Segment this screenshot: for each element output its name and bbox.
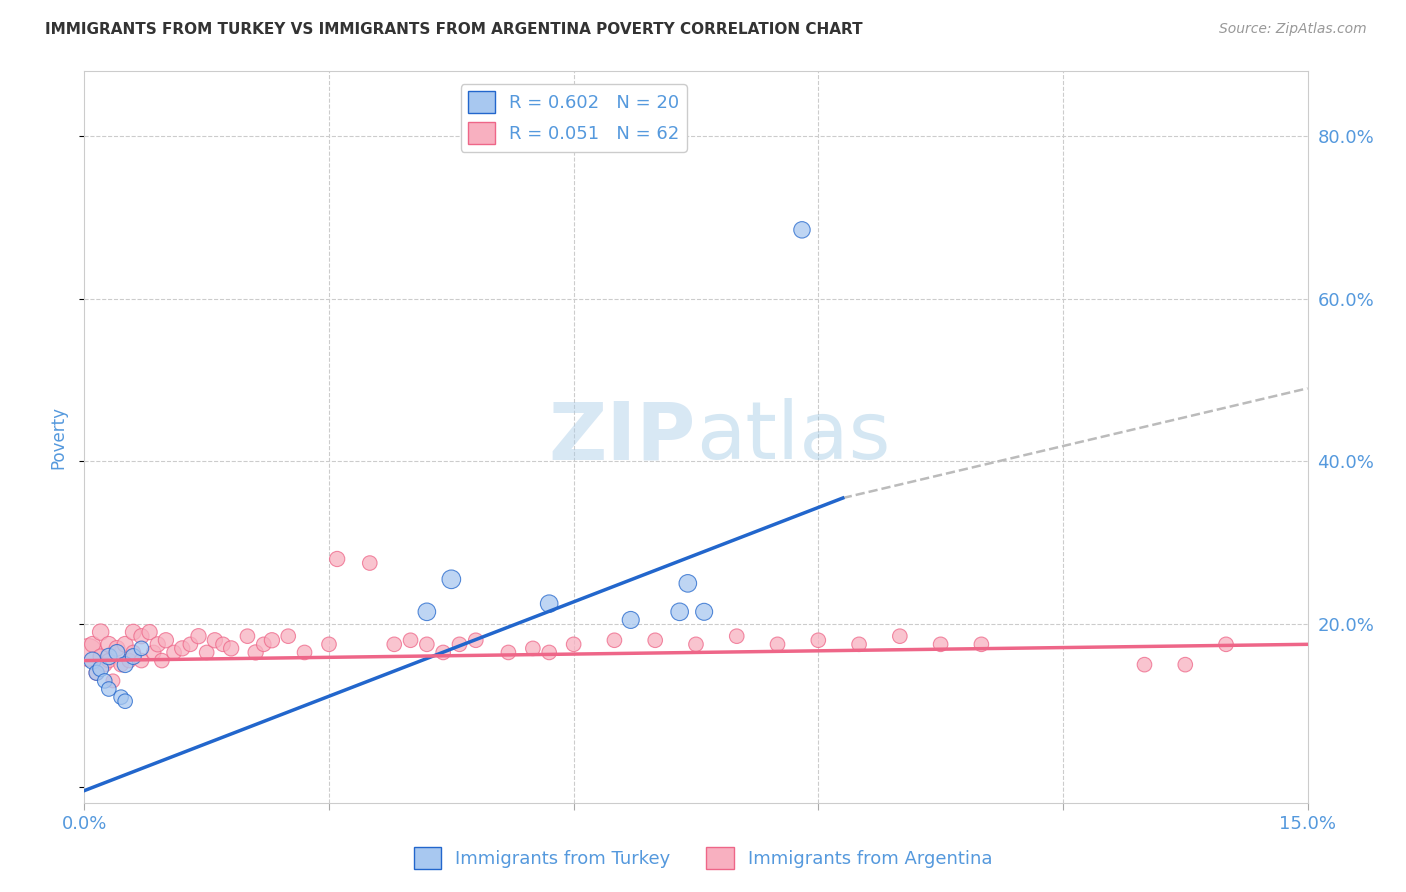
Point [440,572,463,586]
Point [114,694,136,708]
Point [122,645,145,659]
Point [86,665,108,680]
Point [807,633,830,648]
Point [155,633,177,648]
Point [693,605,716,619]
Point [498,645,520,659]
Point [219,641,242,656]
Point [110,657,132,672]
Point [668,605,690,619]
Point [114,657,136,672]
Point [399,633,422,648]
Point [97,681,120,696]
Point [204,633,226,648]
Point [82,637,104,651]
Point [766,637,789,651]
Point [131,654,153,668]
Point [929,637,952,651]
Point [122,649,145,664]
Point [86,665,108,680]
Point [105,641,128,656]
Point [277,629,299,643]
Point [118,654,141,668]
Point [163,645,186,659]
Point [326,552,349,566]
Point [889,629,911,643]
Point [848,637,870,651]
Point [77,645,100,659]
Point [131,629,153,643]
Point [142,645,165,659]
Y-axis label: Poverty: Poverty [49,406,67,468]
Point [114,637,136,651]
Point [90,625,112,640]
Point [97,654,120,668]
Point [1215,637,1237,651]
Point [97,637,120,651]
Legend: R = 0.602   N = 20, R = 0.051   N = 62: R = 0.602 N = 20, R = 0.051 N = 62 [461,84,686,152]
Point [294,645,316,659]
Point [138,625,160,640]
Text: ZIP: ZIP [548,398,696,476]
Point [172,641,194,656]
Point [93,657,115,672]
Point [187,629,209,643]
Legend: Immigrants from Turkey, Immigrants from Argentina: Immigrants from Turkey, Immigrants from … [406,839,1000,876]
Point [236,629,259,643]
Point [685,637,707,651]
Point [432,645,454,659]
Point [970,637,993,651]
Point [110,690,132,705]
Text: atlas: atlas [696,398,890,476]
Point [644,633,666,648]
Point [93,673,115,688]
Point [245,645,267,659]
Point [318,637,340,651]
Point [382,637,405,651]
Point [146,637,169,651]
Point [790,223,813,237]
Point [105,645,128,659]
Point [538,597,561,611]
Point [97,649,120,664]
Point [195,645,218,659]
Point [603,633,626,648]
Point [676,576,699,591]
Point [1133,657,1156,672]
Point [416,637,439,651]
Point [90,649,112,664]
Point [131,641,153,656]
Point [82,654,104,668]
Point [1174,657,1197,672]
Point [122,625,145,640]
Point [449,637,471,651]
Text: Source: ZipAtlas.com: Source: ZipAtlas.com [1219,22,1367,37]
Point [179,637,201,651]
Point [90,662,112,676]
Point [212,637,235,651]
Point [359,556,381,570]
Point [562,637,585,651]
Text: IMMIGRANTS FROM TURKEY VS IMMIGRANTS FROM ARGENTINA POVERTY CORRELATION CHART: IMMIGRANTS FROM TURKEY VS IMMIGRANTS FRO… [45,22,863,37]
Point [464,633,486,648]
Point [416,605,439,619]
Point [253,637,276,651]
Point [260,633,283,648]
Point [725,629,748,643]
Point [522,641,544,656]
Point [101,673,124,688]
Point [620,613,643,627]
Point [150,654,173,668]
Point [538,645,561,659]
